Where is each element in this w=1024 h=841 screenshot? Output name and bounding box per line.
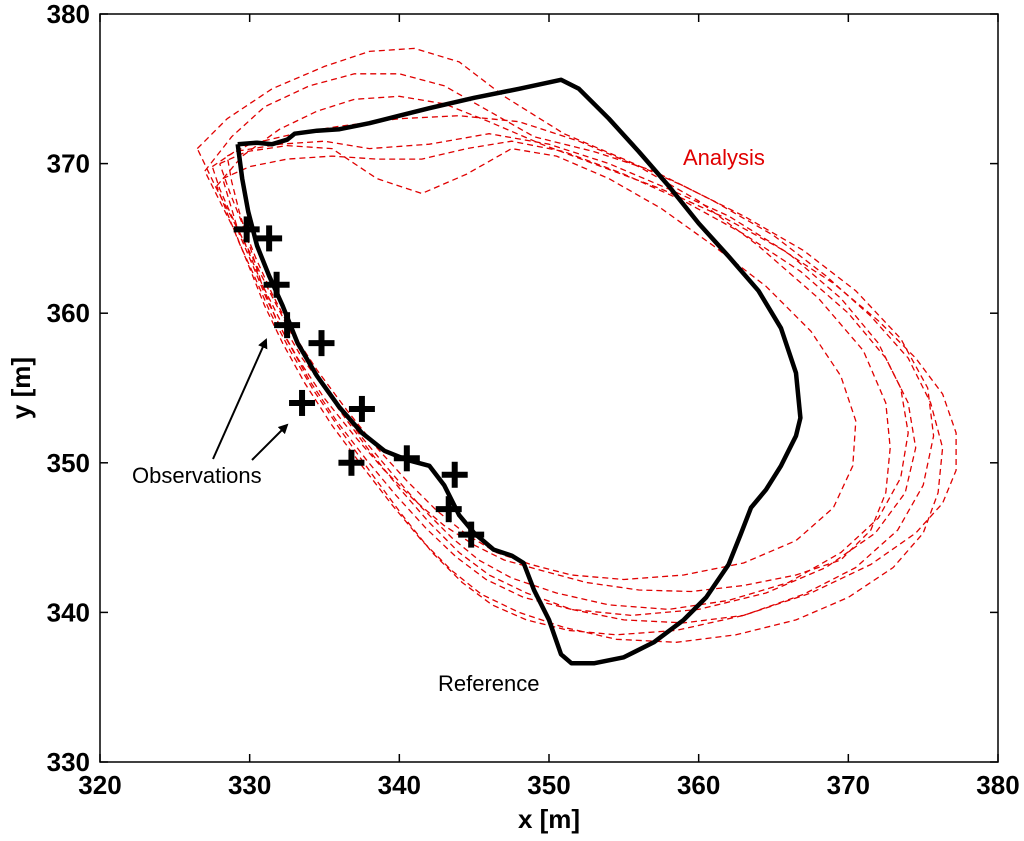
observations-arrow-upper xyxy=(212,338,268,460)
reference-line xyxy=(235,77,803,666)
x-axis-label: x [m] xyxy=(518,804,580,834)
analysis-line-7 xyxy=(219,144,857,581)
x-tick-label: 370 xyxy=(827,770,870,800)
analysis-line-4 xyxy=(204,73,944,643)
observations-layer xyxy=(233,216,485,548)
annotation-reference: Reference xyxy=(438,671,540,696)
observation-marker xyxy=(256,225,283,252)
observation-marker xyxy=(393,445,420,472)
annotation-observations: Observations xyxy=(132,463,262,488)
observation-marker xyxy=(458,521,485,548)
observation-marker xyxy=(308,330,335,357)
observation-marker xyxy=(441,461,468,488)
x-tick-label: 340 xyxy=(378,770,421,800)
x-tick-label: 320 xyxy=(78,770,121,800)
annotation-analysis: Analysis xyxy=(683,145,765,170)
observation-marker xyxy=(274,312,301,339)
analysis-line-5 xyxy=(216,95,957,636)
y-tick-label: 380 xyxy=(47,0,90,29)
observation-marker xyxy=(233,216,260,243)
y-tick-label: 340 xyxy=(47,597,90,627)
y-tick-label: 350 xyxy=(47,448,90,478)
x-tick-label: 350 xyxy=(527,770,570,800)
analysis-line-1 xyxy=(226,115,891,593)
x-tick-label: 360 xyxy=(677,770,720,800)
observation-marker xyxy=(263,271,290,298)
series-layer xyxy=(196,47,957,666)
observation-marker xyxy=(289,389,316,416)
analysis-line-3 xyxy=(196,47,935,624)
y-tick-label: 330 xyxy=(47,747,90,777)
analysis-line-2 xyxy=(211,133,909,611)
y-tick-label: 360 xyxy=(47,298,90,328)
plot-frame xyxy=(99,13,999,763)
observation-marker xyxy=(435,496,462,523)
x-tick-label: 380 xyxy=(976,770,1019,800)
observations-arrow-lower xyxy=(251,423,289,461)
x-tick-label: 330 xyxy=(228,770,271,800)
observation-marker xyxy=(348,395,375,422)
y-tick-label: 370 xyxy=(47,149,90,179)
y-axis-label: y [m] xyxy=(6,357,36,419)
analysis-line-6 xyxy=(222,140,917,617)
observation-marker xyxy=(338,449,365,476)
